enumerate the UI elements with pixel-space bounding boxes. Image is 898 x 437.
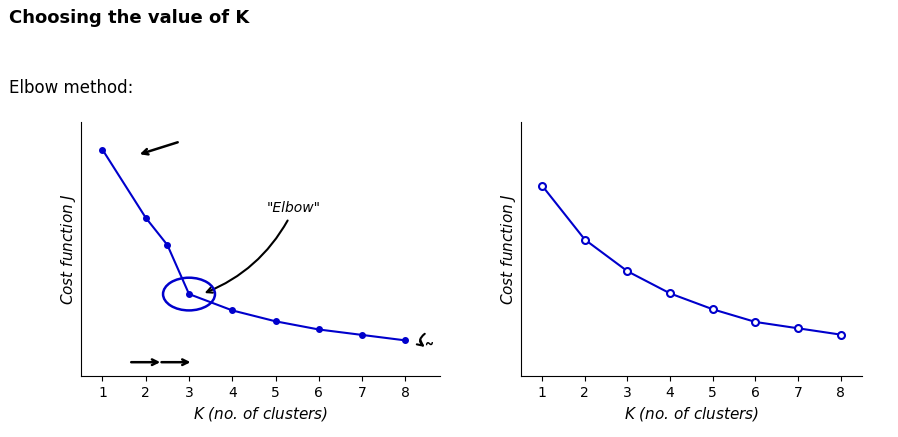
X-axis label: $K$ (no. of clusters): $K$ (no. of clusters) <box>193 405 328 423</box>
Text: Choosing the value of K: Choosing the value of K <box>9 9 250 27</box>
Y-axis label: Cost function $J$: Cost function $J$ <box>59 193 78 305</box>
Text: $\~{ }$: $\~{ }$ <box>425 330 434 350</box>
Y-axis label: Cost function $J$: Cost function $J$ <box>499 193 518 305</box>
Text: "Elbow": "Elbow" <box>207 201 321 293</box>
Text: Elbow method:: Elbow method: <box>9 79 134 97</box>
X-axis label: $K$ (no. of clusters): $K$ (no. of clusters) <box>624 405 759 423</box>
